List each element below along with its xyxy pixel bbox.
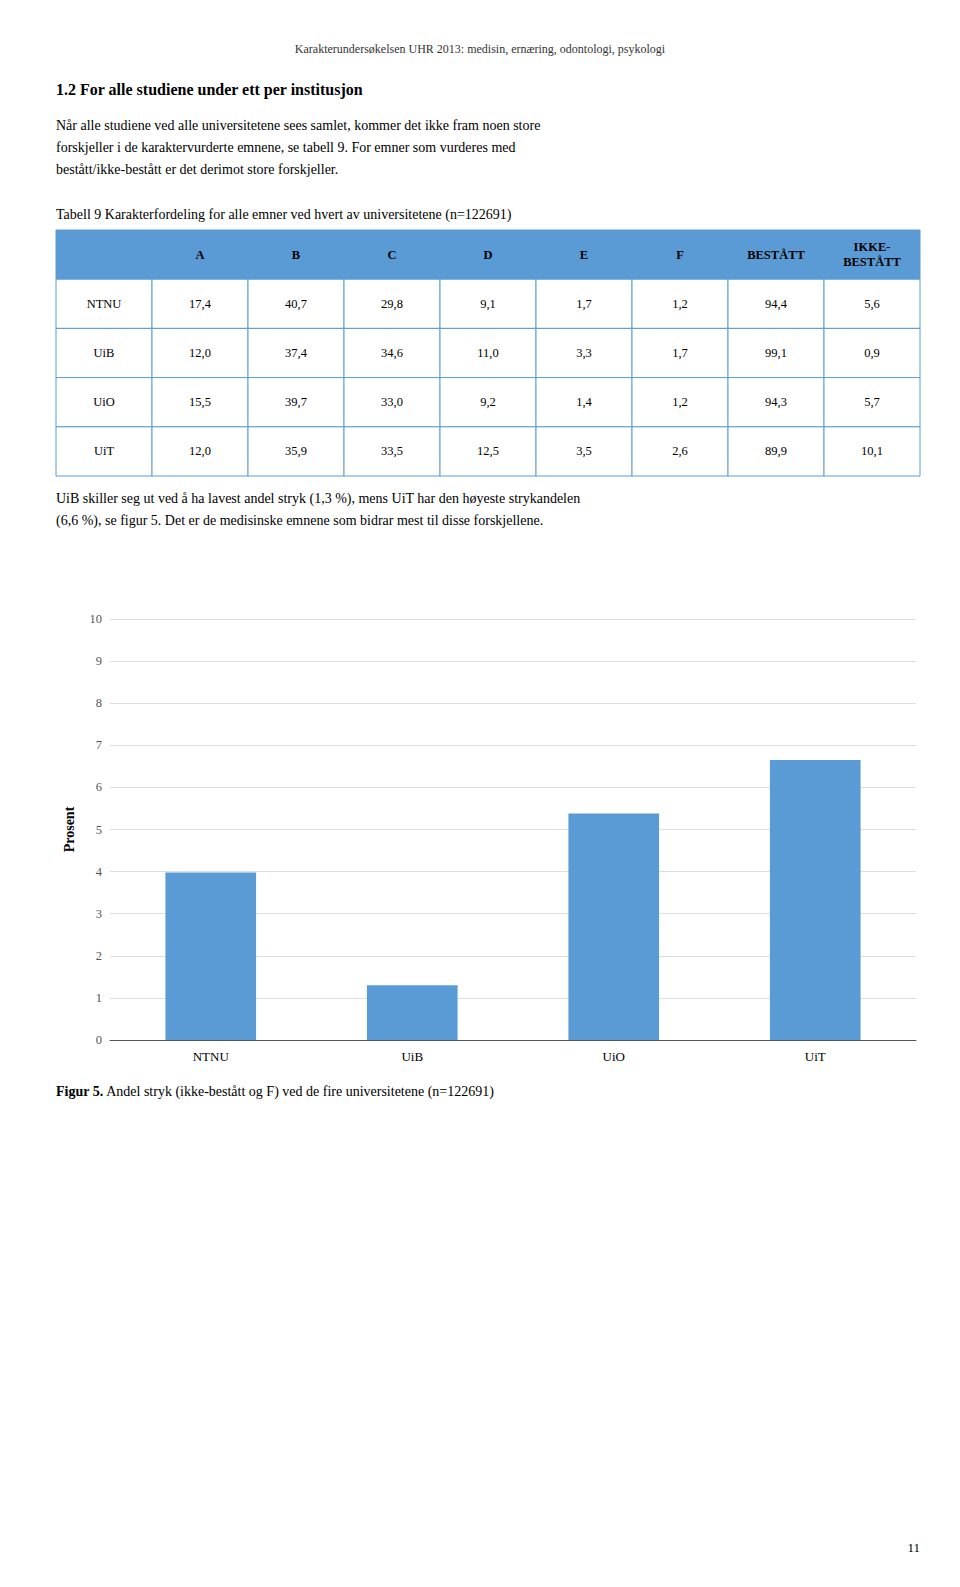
svg-text:UiT: UiT (805, 1049, 826, 1064)
svg-text:IKKE-: IKKE- (854, 240, 891, 254)
svg-text:bestått/ikke-bestått er det de: bestått/ikke-bestått er det derimot stor… (56, 162, 338, 177)
svg-text:9: 9 (96, 654, 102, 668)
svg-text:39,7: 39,7 (285, 395, 307, 409)
svg-text:5,7: 5,7 (864, 395, 880, 409)
svg-text:A: A (195, 248, 204, 262)
svg-text:29,8: 29,8 (381, 297, 403, 311)
svg-text:2,6: 2,6 (672, 444, 688, 458)
svg-text:C: C (387, 248, 396, 262)
svg-text:B: B (292, 248, 300, 262)
svg-text:1,7: 1,7 (672, 346, 688, 360)
svg-text:12,0: 12,0 (189, 444, 211, 458)
svg-text:37,4: 37,4 (285, 346, 308, 360)
svg-text:5: 5 (96, 823, 102, 837)
svg-text:3,3: 3,3 (576, 346, 592, 360)
svg-text:17,4: 17,4 (189, 297, 212, 311)
svg-text:33,0: 33,0 (381, 395, 403, 409)
svg-text:UiO: UiO (93, 395, 115, 409)
svg-text:F: F (676, 248, 684, 262)
svg-text:10: 10 (90, 612, 103, 626)
svg-text:E: E (580, 248, 588, 262)
svg-text:1,2: 1,2 (672, 297, 688, 311)
svg-text:15,5: 15,5 (189, 395, 211, 409)
svg-text:Andel stryk (ikke-bestått og F: Andel stryk (ikke-bestått og F) ved de f… (103, 1084, 494, 1100)
svg-text:35,9: 35,9 (285, 444, 307, 458)
svg-text:BESTÅTT: BESTÅTT (747, 248, 805, 262)
svg-text:33,5: 33,5 (381, 444, 403, 458)
svg-text:0: 0 (96, 1033, 102, 1047)
svg-text:UiB: UiB (401, 1049, 423, 1064)
svg-text:Figur 5.: Figur 5. (56, 1084, 103, 1099)
svg-text:Prosent: Prosent (62, 806, 77, 852)
svg-text:8: 8 (96, 696, 102, 710)
svg-text:7: 7 (96, 738, 102, 752)
svg-text:Karakterundersøkelsen UHR 2013: Karakterundersøkelsen UHR 2013: medisin,… (295, 42, 666, 56)
svg-text:1.2 For alle studiene under et: 1.2 For alle studiene under ett per inst… (56, 81, 363, 99)
svg-text:94,3: 94,3 (765, 395, 787, 409)
svg-text:forskjeller i de karaktervurde: forskjeller i de karaktervurderte emnene… (56, 140, 516, 155)
svg-text:89,9: 89,9 (765, 444, 787, 458)
svg-text:1,7: 1,7 (576, 297, 592, 311)
svg-text:(6,6 %), se figur 5. Det er de: (6,6 %), se figur 5. Det er de medisinsk… (56, 513, 543, 529)
svg-text:34,6: 34,6 (381, 346, 403, 360)
svg-text:10,1: 10,1 (861, 444, 883, 458)
svg-text:UiT: UiT (94, 444, 115, 458)
svg-text:99,1: 99,1 (765, 346, 787, 360)
svg-text:BESTÅTT: BESTÅTT (843, 255, 901, 269)
svg-text:UiB skiller seg ut ved å ha la: UiB skiller seg ut ved å ha lavest andel… (56, 491, 580, 507)
svg-text:NTNU: NTNU (87, 297, 122, 311)
svg-text:Tabell 9 Karakterfordeling for: Tabell 9 Karakterfordeling for alle emne… (56, 207, 512, 223)
svg-text:3,5: 3,5 (576, 444, 592, 458)
svg-text:9,2: 9,2 (480, 395, 496, 409)
svg-text:94,4: 94,4 (765, 297, 788, 311)
svg-text:11,0: 11,0 (477, 346, 498, 360)
svg-text:3: 3 (96, 907, 102, 921)
svg-text:11: 11 (907, 1540, 920, 1555)
svg-text:D: D (483, 248, 492, 262)
svg-text:UiO: UiO (603, 1049, 625, 1064)
svg-text:9,1: 9,1 (480, 297, 496, 311)
svg-text:2: 2 (96, 949, 102, 963)
svg-text:Når alle studiene ved alle uni: Når alle studiene ved alle universiteten… (56, 118, 540, 133)
svg-text:40,7: 40,7 (285, 297, 307, 311)
svg-text:6: 6 (96, 780, 102, 794)
svg-text:0,9: 0,9 (864, 346, 880, 360)
svg-text:1,4: 1,4 (576, 395, 592, 409)
svg-text:5,6: 5,6 (864, 297, 880, 311)
svg-text:12,0: 12,0 (189, 346, 211, 360)
svg-text:UiB: UiB (94, 346, 115, 360)
svg-text:4: 4 (96, 865, 103, 879)
svg-text:12,5: 12,5 (477, 444, 499, 458)
svg-text:1: 1 (96, 991, 102, 1005)
svg-text:1,2: 1,2 (672, 395, 688, 409)
svg-text:NTNU: NTNU (193, 1049, 230, 1064)
